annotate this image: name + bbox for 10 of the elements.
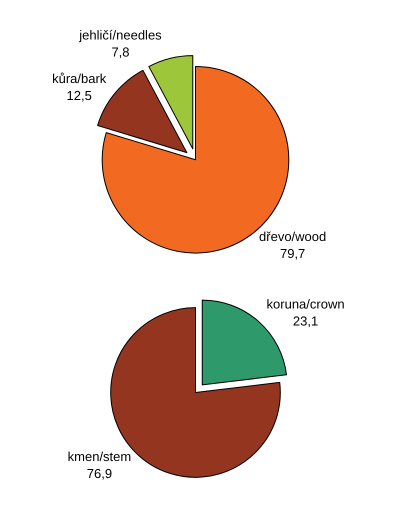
data-label: 23,1 [292,313,318,328]
slice-label: koruna/crown [266,296,345,312]
data-label: 7,8 [111,44,130,60]
data-label: 76,9 [86,466,112,481]
data-label: 12,5 [66,88,92,103]
slice-label: dřevo/wood [259,229,326,244]
slice-label: kmen/stem [68,448,132,464]
slice-label: jehličí/needles [78,27,162,42]
data-label: 79,7 [280,246,306,261]
slice-label: kůra/bark [52,71,107,86]
